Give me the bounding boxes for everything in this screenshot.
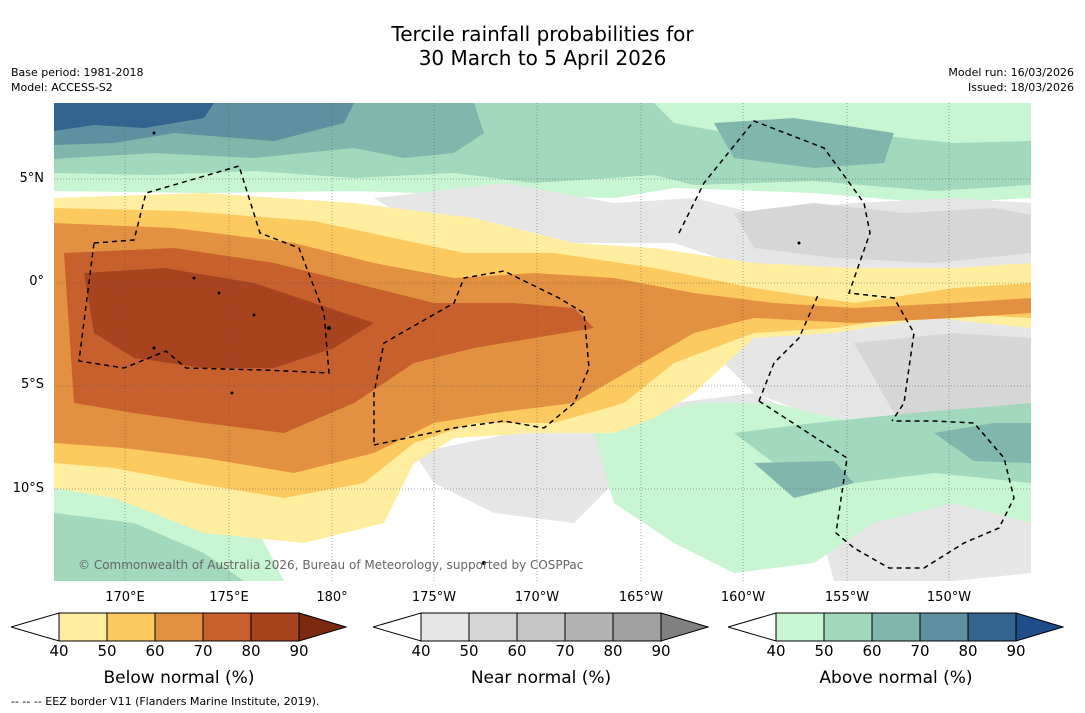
cbar-below-50-60 bbox=[106, 612, 156, 642]
cbar-near-tick: 80 bbox=[603, 642, 623, 660]
cbar-near-tick: 60 bbox=[507, 642, 527, 660]
colorbar-below-normal: 40 50 60 70 80 90 Below normal (%) bbox=[11, 612, 347, 702]
lon-label-170w: 170°W bbox=[514, 590, 560, 605]
cbar-below-tick: 90 bbox=[289, 642, 309, 660]
colorbar-near-label: Near normal (%) bbox=[470, 668, 612, 688]
cbar-above-tick: 50 bbox=[814, 642, 834, 660]
cbar-near-80-90 bbox=[612, 612, 662, 642]
above-normal-southwest-60 bbox=[54, 513, 244, 581]
cbar-above-70-80 bbox=[919, 612, 969, 642]
below-normal-90 bbox=[84, 268, 374, 368]
cbar-below-70-80 bbox=[202, 612, 252, 642]
graticule bbox=[54, 103, 1031, 581]
cbar-above-tick: 70 bbox=[910, 642, 930, 660]
lon-label-150w: 150°W bbox=[926, 590, 972, 605]
islands bbox=[152, 131, 801, 565]
eez-kiribati-line bbox=[678, 120, 915, 422]
base-period: Base period: 1981-2018 bbox=[11, 66, 144, 79]
colorbar-below-normal-swatches bbox=[11, 612, 347, 642]
cbar-below-tick: 80 bbox=[241, 642, 261, 660]
cbar-below-lower-extend bbox=[11, 612, 60, 642]
cbar-near-tick: 90 bbox=[651, 642, 671, 660]
colorbar-above-normal: 40 50 60 70 80 90 Above normal (%) bbox=[728, 612, 1064, 702]
eez-tokelau-tuvalu bbox=[373, 270, 590, 446]
cbar-below-tick: 40 bbox=[49, 642, 69, 660]
cbar-near-60-70 bbox=[516, 612, 566, 642]
colorbar-near-normal-swatches bbox=[373, 612, 709, 642]
island bbox=[152, 346, 156, 350]
cbar-above-tick: 60 bbox=[862, 642, 882, 660]
colorbar-near-normal: 40 50 60 70 80 90 Near normal (%) bbox=[373, 612, 709, 702]
lon-label-180: 180° bbox=[316, 590, 348, 605]
eez-borders bbox=[78, 120, 1015, 569]
island bbox=[797, 241, 801, 245]
issue-info: Model run: 16/03/2026 Issued: 18/03/2026 bbox=[948, 65, 1074, 95]
above-normal-southeast-70 bbox=[754, 423, 1031, 498]
eez-french-polynesia-line bbox=[758, 292, 820, 402]
cbar-near-50-60 bbox=[468, 612, 518, 642]
cbar-near-upper-extend bbox=[660, 612, 709, 642]
cbar-below-40-50 bbox=[58, 612, 108, 642]
island bbox=[230, 391, 234, 395]
title-line-1: Tercile rainfall probabilities for bbox=[391, 22, 694, 46]
island bbox=[327, 326, 331, 330]
model-info: Base period: 1981-2018 Model: ACCESS-S2 bbox=[11, 65, 143, 95]
cbar-below-upper-extend bbox=[298, 612, 347, 642]
colorbar-above-normal-swatches bbox=[728, 612, 1064, 642]
model-run-date: Model run: 16/03/2026 bbox=[948, 66, 1074, 79]
above-normal-north-90 bbox=[54, 103, 214, 131]
island bbox=[192, 276, 196, 280]
lat-label-5s: 5°S bbox=[20, 377, 44, 392]
lon-label-165w: 165°W bbox=[618, 590, 664, 605]
colorbar-below-label: Below normal (%) bbox=[103, 668, 255, 688]
cbar-below-80-90 bbox=[250, 612, 300, 642]
lon-label-175e: 175°E bbox=[209, 590, 249, 605]
cbar-above-tick: 80 bbox=[958, 642, 978, 660]
model-name: Model: ACCESS-S2 bbox=[11, 81, 113, 94]
eez-footnote: -- -- -- EEZ border V11 (Flanders Marine… bbox=[11, 695, 320, 708]
cbar-below-tick: 60 bbox=[145, 642, 165, 660]
cbar-near-lower-extend bbox=[373, 612, 422, 642]
issued-date: Issued: 18/03/2026 bbox=[967, 81, 1074, 94]
lat-label-5n: 5°N bbox=[19, 171, 45, 186]
island bbox=[482, 561, 486, 565]
map-title: Tercile rainfall probabilities for 30 Ma… bbox=[0, 22, 1085, 70]
cbar-below-tick: 70 bbox=[193, 642, 213, 660]
lon-label-155w: 155°W bbox=[824, 590, 870, 605]
cbar-near-tick: 40 bbox=[411, 642, 431, 660]
cbar-above-40-50 bbox=[775, 612, 825, 642]
lat-label-10s: 10°S bbox=[12, 481, 44, 496]
rainfall-probability-map bbox=[54, 103, 1031, 581]
eez-south-line bbox=[758, 400, 1015, 569]
colorbar-near-ticks: 40 50 60 70 80 90 bbox=[373, 642, 709, 662]
lat-label-0: 0° bbox=[29, 274, 44, 289]
island bbox=[252, 313, 256, 317]
cbar-above-60-70 bbox=[871, 612, 921, 642]
cbar-near-tick: 50 bbox=[459, 642, 479, 660]
cbar-above-50-60 bbox=[823, 612, 873, 642]
lon-label-170e: 170°E bbox=[105, 590, 145, 605]
cbar-above-tick: 90 bbox=[1006, 642, 1026, 660]
cbar-below-60-70 bbox=[154, 612, 204, 642]
island bbox=[217, 291, 221, 295]
cbar-near-40-50 bbox=[420, 612, 470, 642]
eez-kiribati-gilberts bbox=[78, 165, 330, 374]
title-line-2: 30 March to 5 April 2026 bbox=[418, 46, 667, 70]
island bbox=[152, 131, 156, 135]
cbar-below-tick: 50 bbox=[97, 642, 117, 660]
cbar-above-upper-extend bbox=[1015, 612, 1064, 642]
copyright-credit: © Commonwealth of Australia 2026, Bureau… bbox=[78, 558, 584, 572]
cbar-near-70-80 bbox=[564, 612, 614, 642]
near-normal-north-60 bbox=[734, 203, 1031, 263]
colorbar-above-ticks: 40 50 60 70 80 90 bbox=[728, 642, 1064, 662]
colorbar-below-ticks: 40 50 60 70 80 90 bbox=[11, 642, 347, 662]
cbar-above-tick: 40 bbox=[766, 642, 786, 660]
lon-label-175w: 175°W bbox=[411, 590, 457, 605]
colorbar-above-label: Above normal (%) bbox=[819, 668, 973, 688]
lon-label-160w: 160°W bbox=[720, 590, 766, 605]
cbar-above-80-90 bbox=[967, 612, 1017, 642]
cbar-above-lower-extend bbox=[728, 612, 777, 642]
cbar-near-tick: 70 bbox=[555, 642, 575, 660]
